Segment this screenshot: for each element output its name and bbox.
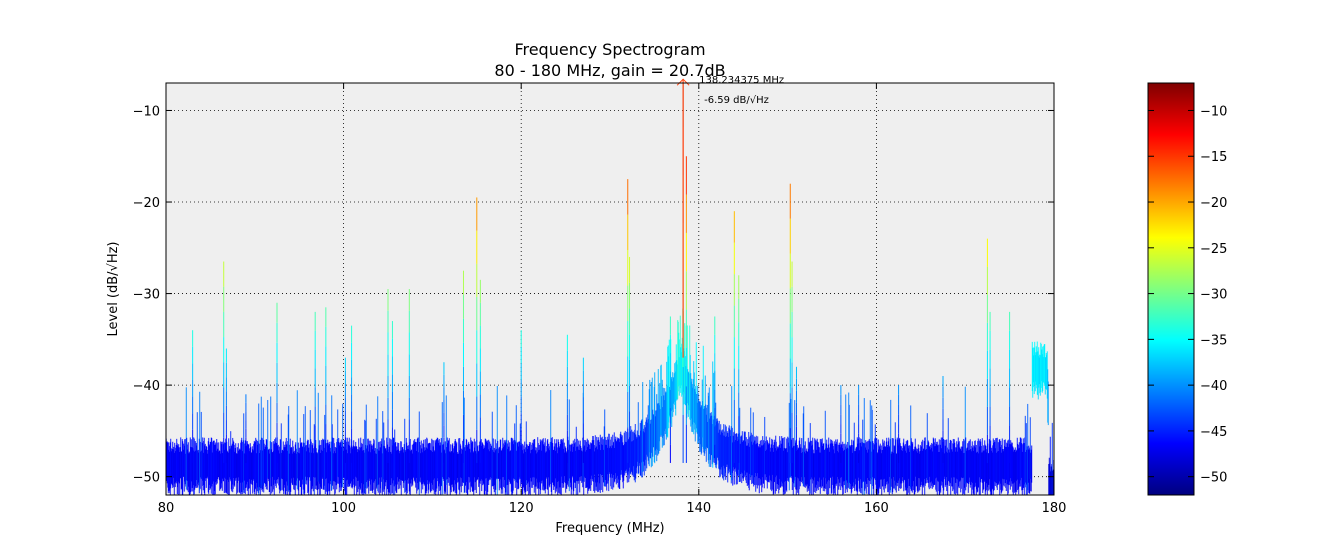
axis-ticks: 80 100 120 140 160 180 −10 −20 −30 −40 −50 bbox=[133, 83, 1067, 516]
chart-subtitle: 80 - 180 MHz, gain = 20.7dB bbox=[494, 61, 725, 80]
colorbar-tick-label: −45 bbox=[1200, 425, 1227, 440]
x-tick-label: 120 bbox=[509, 501, 534, 516]
colorbar-tick-label: −40 bbox=[1200, 379, 1227, 394]
colorbar-tick-label: −25 bbox=[1200, 242, 1227, 257]
y-tick-label: −10 bbox=[133, 104, 160, 119]
x-tick-label: 180 bbox=[1042, 501, 1067, 516]
y-axis-label: Level (dB/√Hz) bbox=[106, 241, 121, 336]
y-tick-label: −30 bbox=[133, 288, 160, 303]
peak-level-label: -6.59 dB/√Hz bbox=[704, 95, 769, 106]
colorbar-tick-label: −35 bbox=[1200, 333, 1227, 348]
y-tick-label: −40 bbox=[133, 379, 160, 394]
x-axis-label: Frequency (MHz) bbox=[555, 521, 664, 536]
x-tick-label: 160 bbox=[864, 501, 889, 516]
colorbar-ticks: −10 −15 −20 −25 −30 −35 −40 −45 −50 bbox=[1148, 104, 1227, 486]
colorbar-tick-label: −10 bbox=[1200, 104, 1227, 119]
plot-area bbox=[166, 83, 1054, 495]
colorbar-tick-label: −50 bbox=[1200, 471, 1227, 486]
y-tick-label: −20 bbox=[133, 196, 160, 211]
x-tick-label: 100 bbox=[331, 501, 356, 516]
peak-frequency-label: 138.234375 MHz bbox=[699, 75, 784, 86]
y-tick-label: −50 bbox=[133, 471, 160, 486]
colorbar-tick-label: −30 bbox=[1200, 288, 1227, 303]
colorbar-tick-label: −20 bbox=[1200, 196, 1227, 211]
colorbar bbox=[1147, 82, 1195, 496]
plot-frame bbox=[165, 82, 1055, 496]
chart-title: Frequency Spectrogram bbox=[514, 40, 705, 59]
x-tick-label: 80 bbox=[158, 501, 175, 516]
spectrum-trace bbox=[166, 83, 1054, 495]
x-tick-label: 140 bbox=[686, 501, 711, 516]
colorbar-tick-label: −15 bbox=[1200, 150, 1227, 165]
